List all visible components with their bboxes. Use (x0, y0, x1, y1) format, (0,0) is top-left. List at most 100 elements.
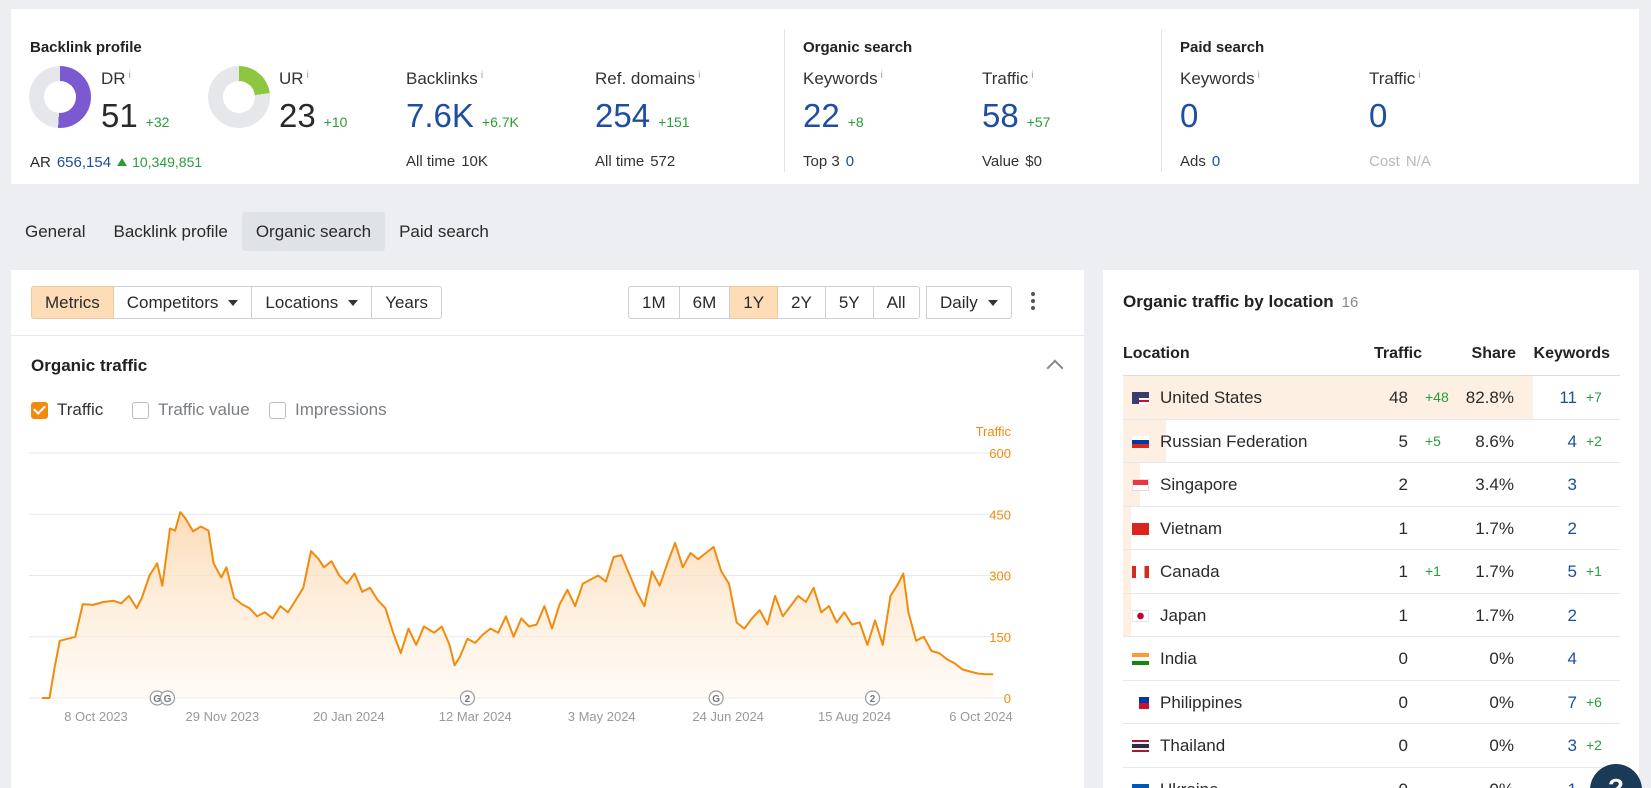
tab-general[interactable]: General (25, 222, 86, 241)
organic-traffic-chart[interactable]: 0 150 300 450 600 Traffic 8 Oct 2023 29 Nov 202… (11, 420, 1084, 740)
organic-traffic-value[interactable]: 58 +57 (982, 97, 1051, 134)
info-icon[interactable]: i (698, 69, 701, 81)
info-icon[interactable]: i (1257, 69, 1260, 81)
keywords-cell-bg (1533, 637, 1620, 680)
table-row[interactable]: United States 48 +48 82.8% 11 +7 (1123, 376, 1620, 420)
keywords-value[interactable]: 4 (1567, 649, 1577, 668)
keywords-value[interactable]: 7 (1567, 692, 1577, 712)
y-tick-label: 600 (989, 446, 1011, 461)
backlinks-value[interactable]: 7.6K +6.7K (406, 97, 519, 134)
paid-keywords-value[interactable]: 0 (1180, 97, 1199, 134)
range-5y-button[interactable]: 5Y (825, 286, 874, 319)
table-row[interactable]: India 0 0% 4 (1123, 637, 1620, 681)
location-name[interactable]: India (1132, 637, 1197, 680)
keywords-cell-bg (1533, 463, 1620, 506)
keywords-value[interactable]: 2 (1567, 605, 1577, 625)
info-icon[interactable]: i (306, 69, 309, 81)
header-location[interactable]: Location (1123, 345, 1190, 362)
location-name[interactable]: Philippines (1132, 681, 1242, 724)
dr-metric[interactable]: DR i 51 +32 (101, 69, 169, 134)
range-2y-button[interactable]: 2Y (778, 286, 826, 319)
organic-traffic-metric[interactable]: Traffic i 58 +57 Value $0 (982, 69, 1050, 170)
dr-label: DR (101, 69, 126, 88)
caret-down-icon (228, 299, 239, 306)
backlinks-metric[interactable]: Backlinks i 7.6K +6.7K All time 10K (406, 69, 519, 170)
locations-dropdown[interactable]: Locations (252, 286, 373, 319)
location-name[interactable]: Singapore (1132, 463, 1238, 506)
view-toggle-group: Metrics Competitors Locations Years (31, 286, 443, 319)
range-all-button[interactable]: All (873, 286, 920, 319)
table-row[interactable]: Russian Federation 5 +5 8.6% 4 +2 (1123, 419, 1620, 463)
x-tick-label: 3 May 2024 (568, 709, 636, 724)
table-row[interactable]: Japan 1 1.7% 2 (1123, 593, 1620, 637)
keywords-value[interactable]: 2 (1567, 518, 1577, 538)
ur-metric[interactable]: UR i 23 +10 (279, 69, 347, 134)
location-name[interactable]: Ukraine (1132, 768, 1219, 788)
paid-traffic-metric[interactable]: Traffic i 0 Cost N/A (1369, 69, 1431, 170)
location-count: 16 (1341, 294, 1359, 311)
table-row[interactable]: Vietnam 1 1.7% 2 (1123, 506, 1620, 550)
header-traffic[interactable]: Traffic (1373, 345, 1422, 362)
impressions-checkbox[interactable]: Impressions (269, 400, 387, 420)
share-value: 0% (1489, 649, 1514, 668)
info-icon[interactable]: i (128, 69, 131, 81)
location-name[interactable]: Thailand (1132, 724, 1225, 767)
ref-domains-metric[interactable]: Ref. domains i 254 +151 All time 572 (595, 69, 701, 170)
years-button[interactable]: Years (372, 286, 443, 319)
keywords-value[interactable]: 3 (1567, 475, 1577, 494)
keywords-value[interactable]: 1 (1568, 768, 1577, 788)
keywords-value[interactable]: 5 (1567, 562, 1577, 581)
divider (784, 29, 785, 172)
share-value: 82.8% (1465, 388, 1514, 407)
ar-value[interactable]: 656,154 (56, 154, 112, 171)
dr-delta: +32 (145, 114, 170, 130)
tab-paid-search[interactable]: Paid search (399, 222, 489, 241)
traffic-line (41, 511, 994, 699)
header-share[interactable]: Share (1471, 345, 1516, 362)
tab-backlink-profile[interactable]: Backlink profile (113, 222, 228, 241)
interval-dropdown[interactable]: Daily (926, 286, 1012, 319)
caret-down-icon (987, 299, 998, 306)
table-row[interactable]: Canada 1 +1 1.7% 5 +1 (1123, 550, 1620, 594)
info-icon[interactable]: i (880, 69, 883, 81)
paid-keywords-metric[interactable]: Keywords i 0 Ads 0 (1180, 69, 1260, 170)
table-row[interactable]: Philippines 0 0% 7 +6 (1123, 680, 1620, 724)
share-value: 0% (1489, 692, 1514, 712)
chevron-up-icon[interactable] (1046, 359, 1064, 377)
traffic-value-checkbox[interactable]: Traffic value (132, 400, 250, 420)
location-name[interactable]: United States (1132, 376, 1262, 419)
ref-domains-value[interactable]: 254 +151 (595, 97, 690, 134)
location-name[interactable]: Canada (1132, 550, 1220, 593)
traffic-value: 0 (1398, 649, 1408, 668)
location-name[interactable]: Japan (1132, 594, 1206, 637)
more-options-icon[interactable] (1027, 292, 1039, 314)
competitors-dropdown[interactable]: Competitors (113, 286, 253, 319)
location-name[interactable]: Vietnam (1132, 507, 1222, 550)
range-6m-button[interactable]: 6M (679, 286, 731, 319)
header-keywords[interactable]: Keywords (1533, 345, 1610, 362)
x-tick-label: 15 Aug 2024 (818, 709, 891, 724)
share-value: 8.6% (1475, 431, 1514, 451)
paid-traffic-value[interactable]: 0 (1369, 97, 1388, 134)
range-1m-button[interactable]: 1M (628, 286, 680, 319)
organic-keywords-value[interactable]: 22 +8 (803, 97, 864, 134)
info-icon[interactable]: i (1031, 69, 1034, 81)
info-icon[interactable]: i (1418, 69, 1421, 81)
table-row[interactable]: Thailand 0 0% 3 +2 (1123, 724, 1620, 768)
organic-search-title: Organic search (803, 39, 913, 56)
keywords-value[interactable]: 11 (1559, 388, 1577, 407)
metrics-button[interactable]: Metrics (31, 286, 114, 319)
paid-traffic-label: Traffic (1369, 69, 1416, 88)
traffic-checkbox[interactable]: Traffic (31, 400, 103, 420)
table-row[interactable]: Singapore 2 3.4% 3 (1123, 463, 1620, 507)
keywords-value[interactable]: 4 (1567, 431, 1577, 451)
info-icon[interactable]: i (480, 69, 484, 81)
location-name[interactable]: Russian Federation (1132, 420, 1307, 463)
ar-delta: 10,349,851 (132, 154, 203, 170)
range-1y-button[interactable]: 1Y (730, 286, 779, 319)
tab-organic-search[interactable]: Organic search (241, 212, 386, 251)
keywords-value[interactable]: 3 (1567, 736, 1577, 755)
ur-label: UR (279, 69, 304, 88)
table-row[interactable]: Ukraine 0 0% 1 (1123, 767, 1620, 788)
